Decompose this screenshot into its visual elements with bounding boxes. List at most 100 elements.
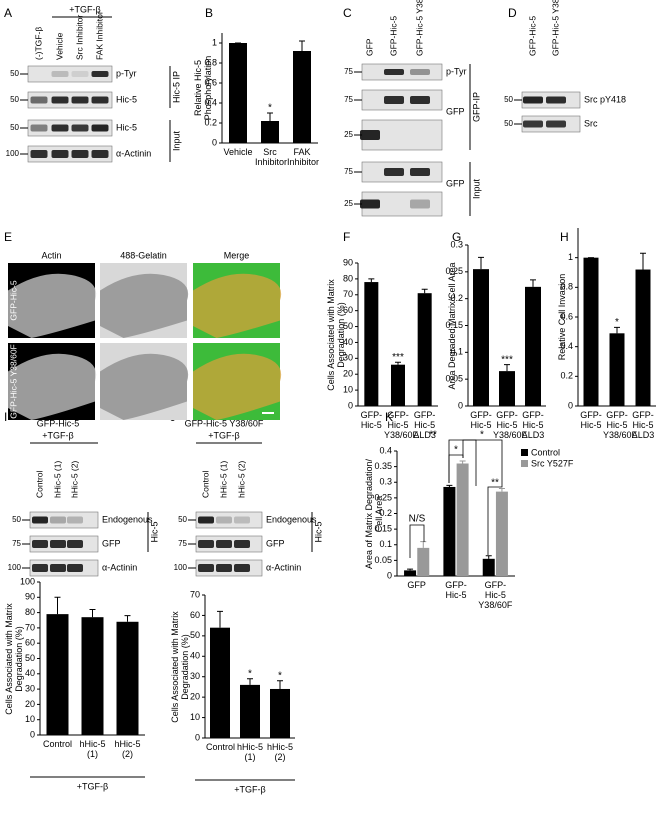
bar [417, 547, 430, 576]
legend-swatch [521, 449, 528, 456]
x-tick-label: hHic-5 (1) [79, 739, 106, 759]
significance-bracket [448, 454, 464, 483]
error-bar [267, 112, 273, 121]
bar [293, 51, 311, 143]
y-tick-label: 0.2 [560, 371, 573, 381]
x-tick-label: GFP-Hic-5 Y38/60F [478, 580, 513, 610]
blot-band [546, 96, 566, 104]
bar [473, 269, 489, 406]
blot-band [360, 130, 380, 140]
blot-band [67, 516, 83, 524]
annotation: * [615, 317, 619, 328]
legend-label: Control [531, 447, 560, 457]
blot-band [91, 96, 109, 104]
annotation: *** [392, 352, 404, 363]
blot-band [384, 69, 404, 75]
y-tick-label: 0 [212, 137, 217, 147]
bar [229, 43, 247, 143]
bar [635, 269, 651, 406]
error-bar [530, 279, 536, 287]
error-bar [614, 326, 620, 334]
blot-header: +TGF-β [69, 4, 100, 14]
y-tick-label: 0.25 [374, 492, 392, 502]
x-tick-label: GFP-Hic-5 ΔLD3 [413, 410, 436, 440]
mw-marker: 75 [12, 539, 21, 548]
y-tick-label: 1 [212, 37, 217, 47]
mw-marker: 75 [344, 95, 353, 104]
y-tick-label: 20 [343, 369, 353, 379]
y-tick-label: 70 [190, 589, 200, 599]
blot-band [198, 516, 214, 524]
bar [499, 371, 515, 406]
annotation: * [454, 445, 458, 456]
panel-letter: E [4, 230, 12, 244]
mw-marker: 75 [178, 539, 187, 548]
group-label: Hic-5 IP [171, 71, 181, 103]
annotation: *** [501, 354, 513, 365]
y-tick-label: 0.8 [560, 282, 573, 292]
image-row-label: GFP-Hic-5 [8, 280, 18, 320]
y-tick-label: 20 [25, 699, 35, 709]
legend-label: Src Y527F [531, 458, 574, 468]
mw-marker: 50 [178, 515, 187, 524]
error-bar [247, 678, 253, 685]
lane-label: Control [34, 470, 44, 498]
bar [525, 286, 541, 406]
band-label: α-Actinin [102, 562, 137, 572]
y-tick-label: 0.3 [450, 239, 463, 249]
error-bar [54, 596, 61, 615]
band-label: p-Tyr [116, 68, 137, 78]
x-tick-label: GFP-Hic-5 Y38/60F [603, 410, 638, 440]
annotation: N/S [409, 514, 426, 525]
band-label: Endogenous [266, 514, 317, 524]
bar [404, 570, 417, 576]
lane-label: GFP [364, 38, 374, 56]
cell-shape [8, 273, 97, 338]
mw-marker: 50 [504, 95, 513, 104]
significance-bracket [409, 524, 425, 558]
y-axis-label: Relative Cell Invasion [557, 273, 567, 361]
blot-band [384, 168, 404, 176]
x-tick-label: Control [206, 742, 236, 752]
image-column-label: Merge [224, 250, 250, 260]
panel-letter: H [560, 230, 569, 244]
lane-label: hHic-5 (1) [52, 461, 62, 498]
image-column-label: Actin [41, 250, 61, 260]
lane-label: hHic-5 (1) [218, 461, 228, 498]
blot-band [51, 96, 69, 104]
y-tick-label: 50 [343, 321, 353, 331]
mw-marker: 50 [12, 515, 21, 524]
blot-band [384, 96, 404, 104]
blot-band [50, 516, 66, 524]
bar [443, 486, 456, 576]
y-tick-label: 0.05 [445, 374, 463, 384]
group-label: Hic-5 [313, 521, 323, 542]
y-tick-label: 100 [20, 576, 35, 586]
mw-marker: 75 [344, 67, 353, 76]
bar [417, 293, 432, 406]
blot-band [30, 96, 48, 104]
error-bar [640, 252, 646, 270]
blot-band [50, 540, 66, 548]
y-tick-label: 20 [190, 692, 200, 702]
y-axis-label: Area of Matrix Degradation/ Cell Area [364, 458, 384, 569]
blot-band [216, 564, 232, 572]
y-tick-label: 10 [343, 384, 353, 394]
panel-letter: A [4, 6, 12, 20]
y-tick-label: 0.3 [379, 477, 392, 487]
band-label: Src pY418 [584, 94, 626, 104]
band-label: Src [584, 118, 598, 128]
y-tick-label: 80 [25, 607, 35, 617]
y-axis-label: Cells Associated with Matrix Degradation… [170, 610, 190, 723]
blot-band [216, 516, 232, 524]
panel-letter: C [343, 6, 352, 20]
y-tick-label: 0.6 [560, 311, 573, 321]
y-tick-label: 0.8 [204, 57, 217, 67]
mw-marker: 50 [504, 119, 513, 128]
error-bar [504, 364, 510, 372]
y-tick-label: 0.25 [445, 266, 463, 276]
bar [210, 627, 230, 738]
y-tick-label: 1 [568, 252, 573, 262]
error-bar [217, 610, 223, 628]
y-tick-label: 0 [568, 400, 573, 410]
